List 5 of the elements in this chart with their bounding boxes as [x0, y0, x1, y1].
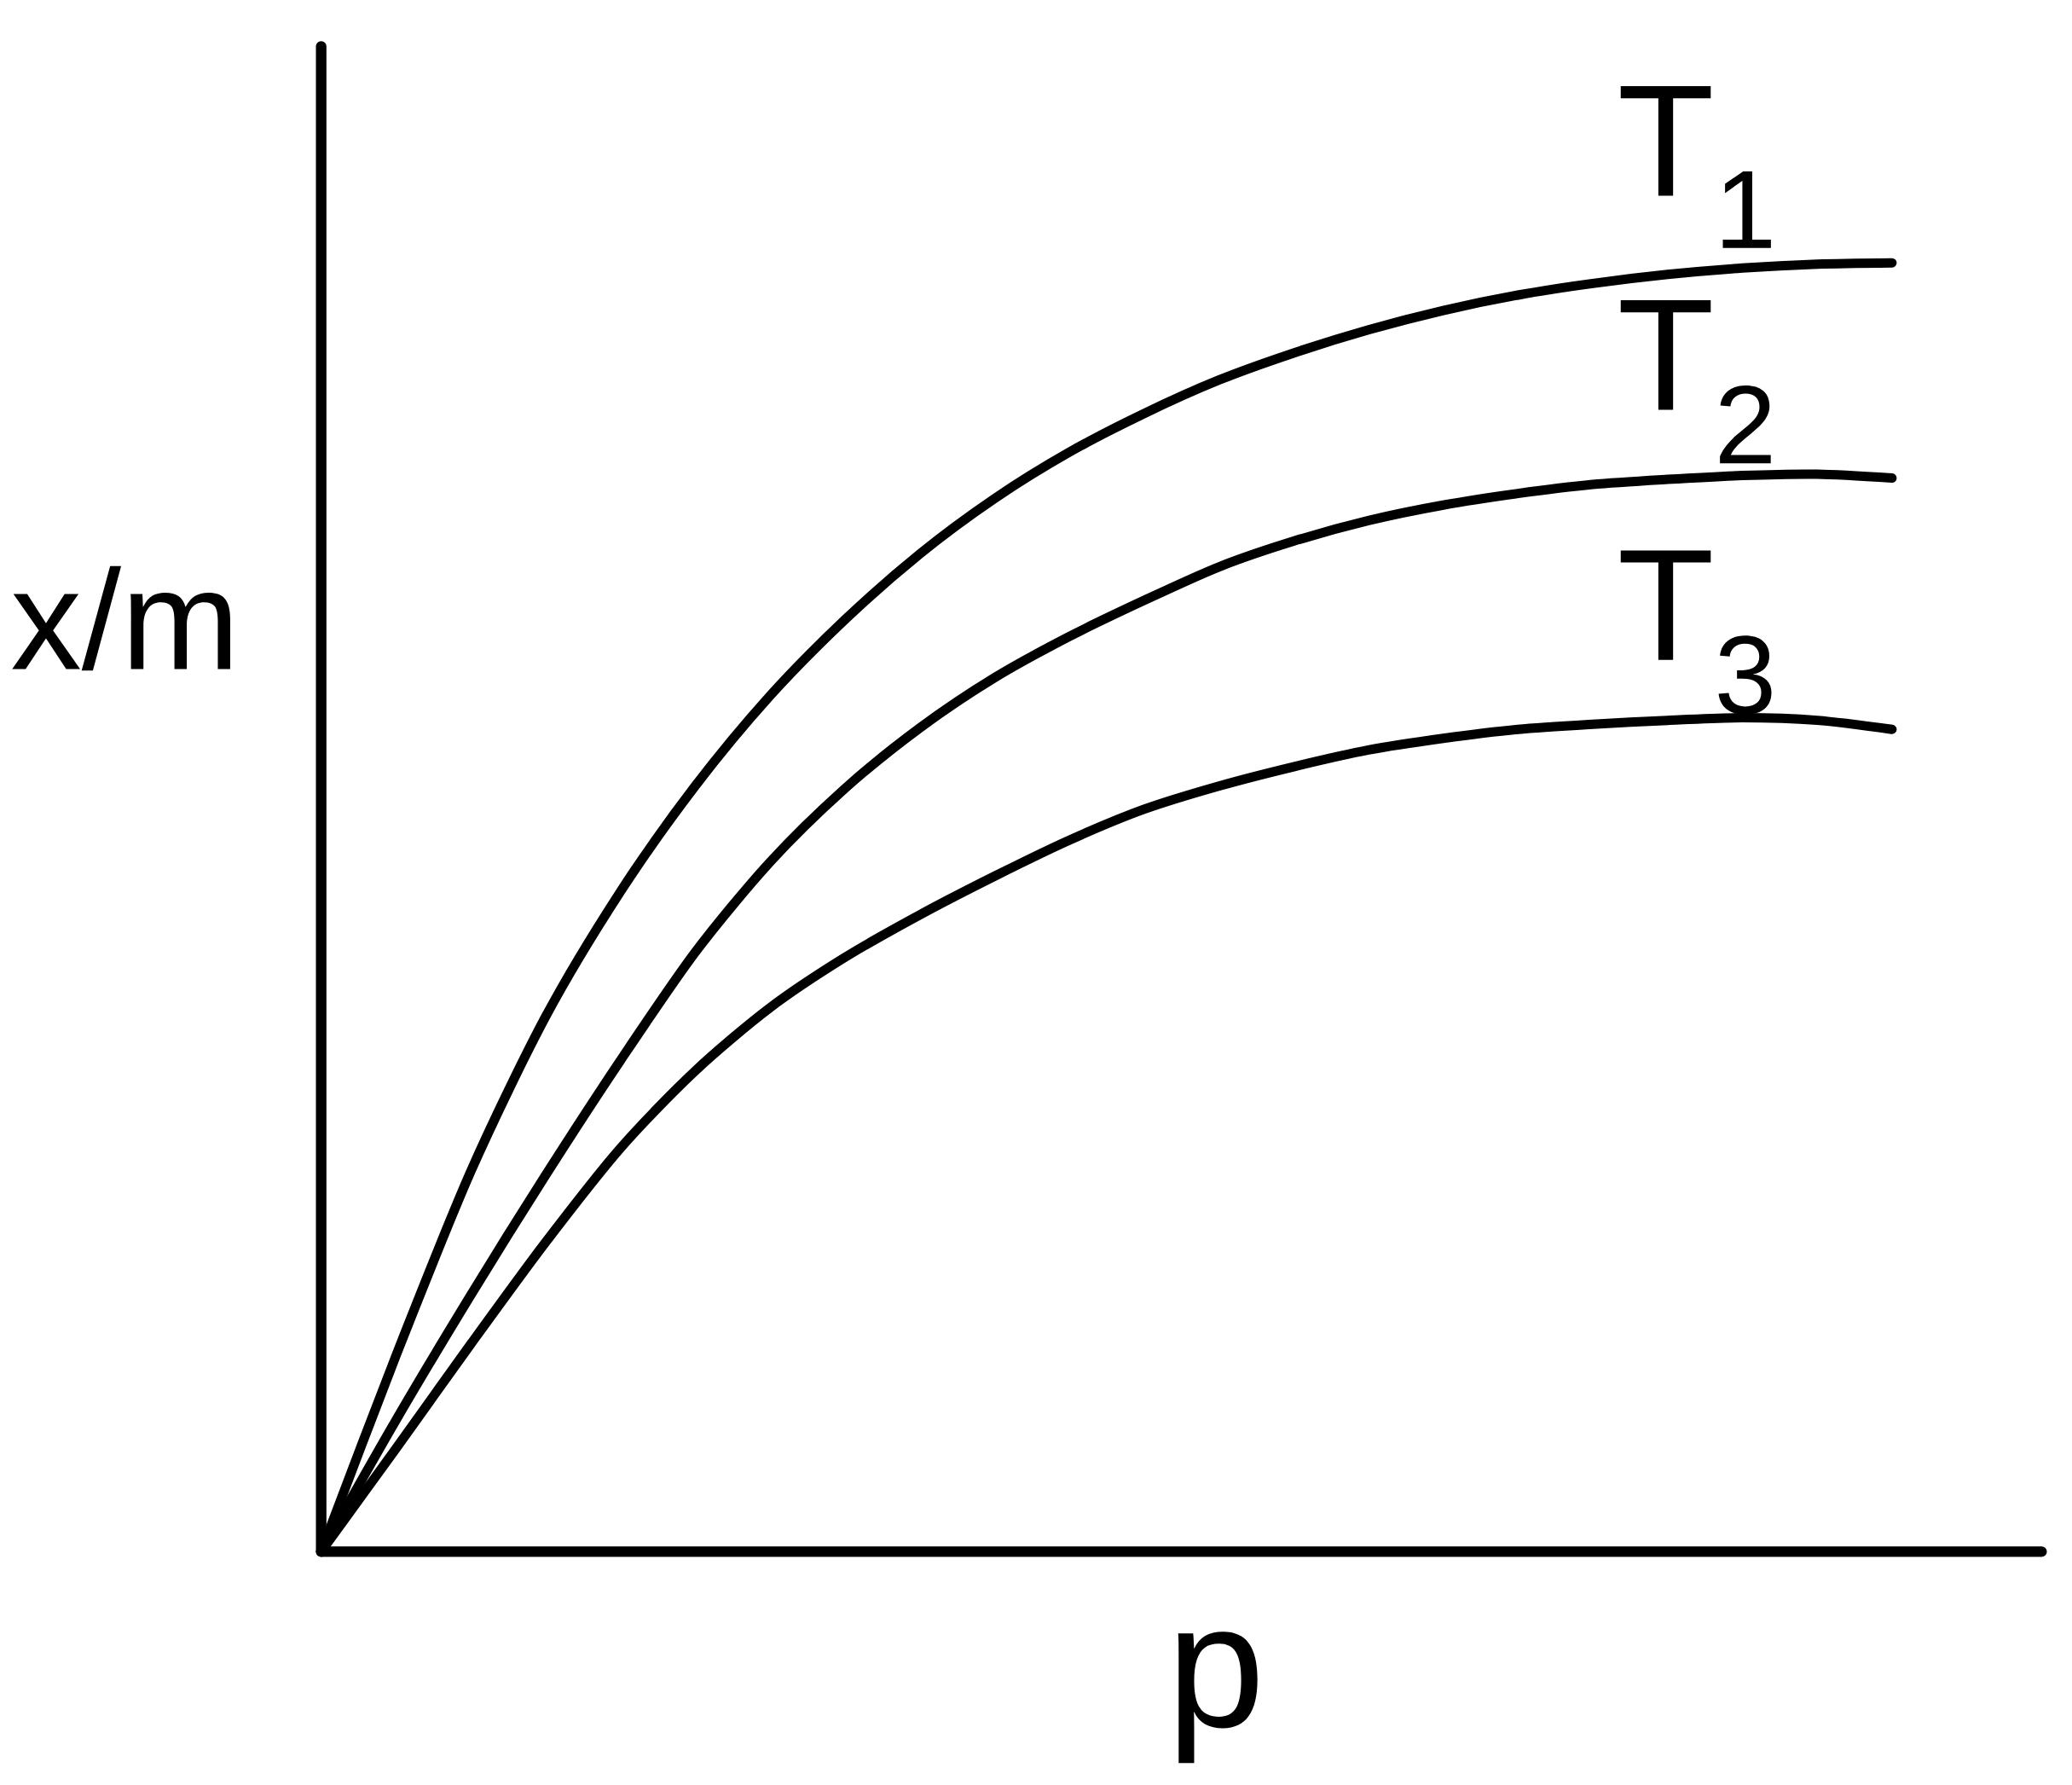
series-label: T$_{2}$ — [1620, 300, 1771, 464]
x-axis-title: p — [1178, 1631, 1258, 1764]
series-label: T$_{3}$ — [1620, 550, 1772, 715]
y-axis-title: x/m — [12, 565, 230, 671]
series-label: T$_{1}$ — [1620, 85, 1771, 248]
